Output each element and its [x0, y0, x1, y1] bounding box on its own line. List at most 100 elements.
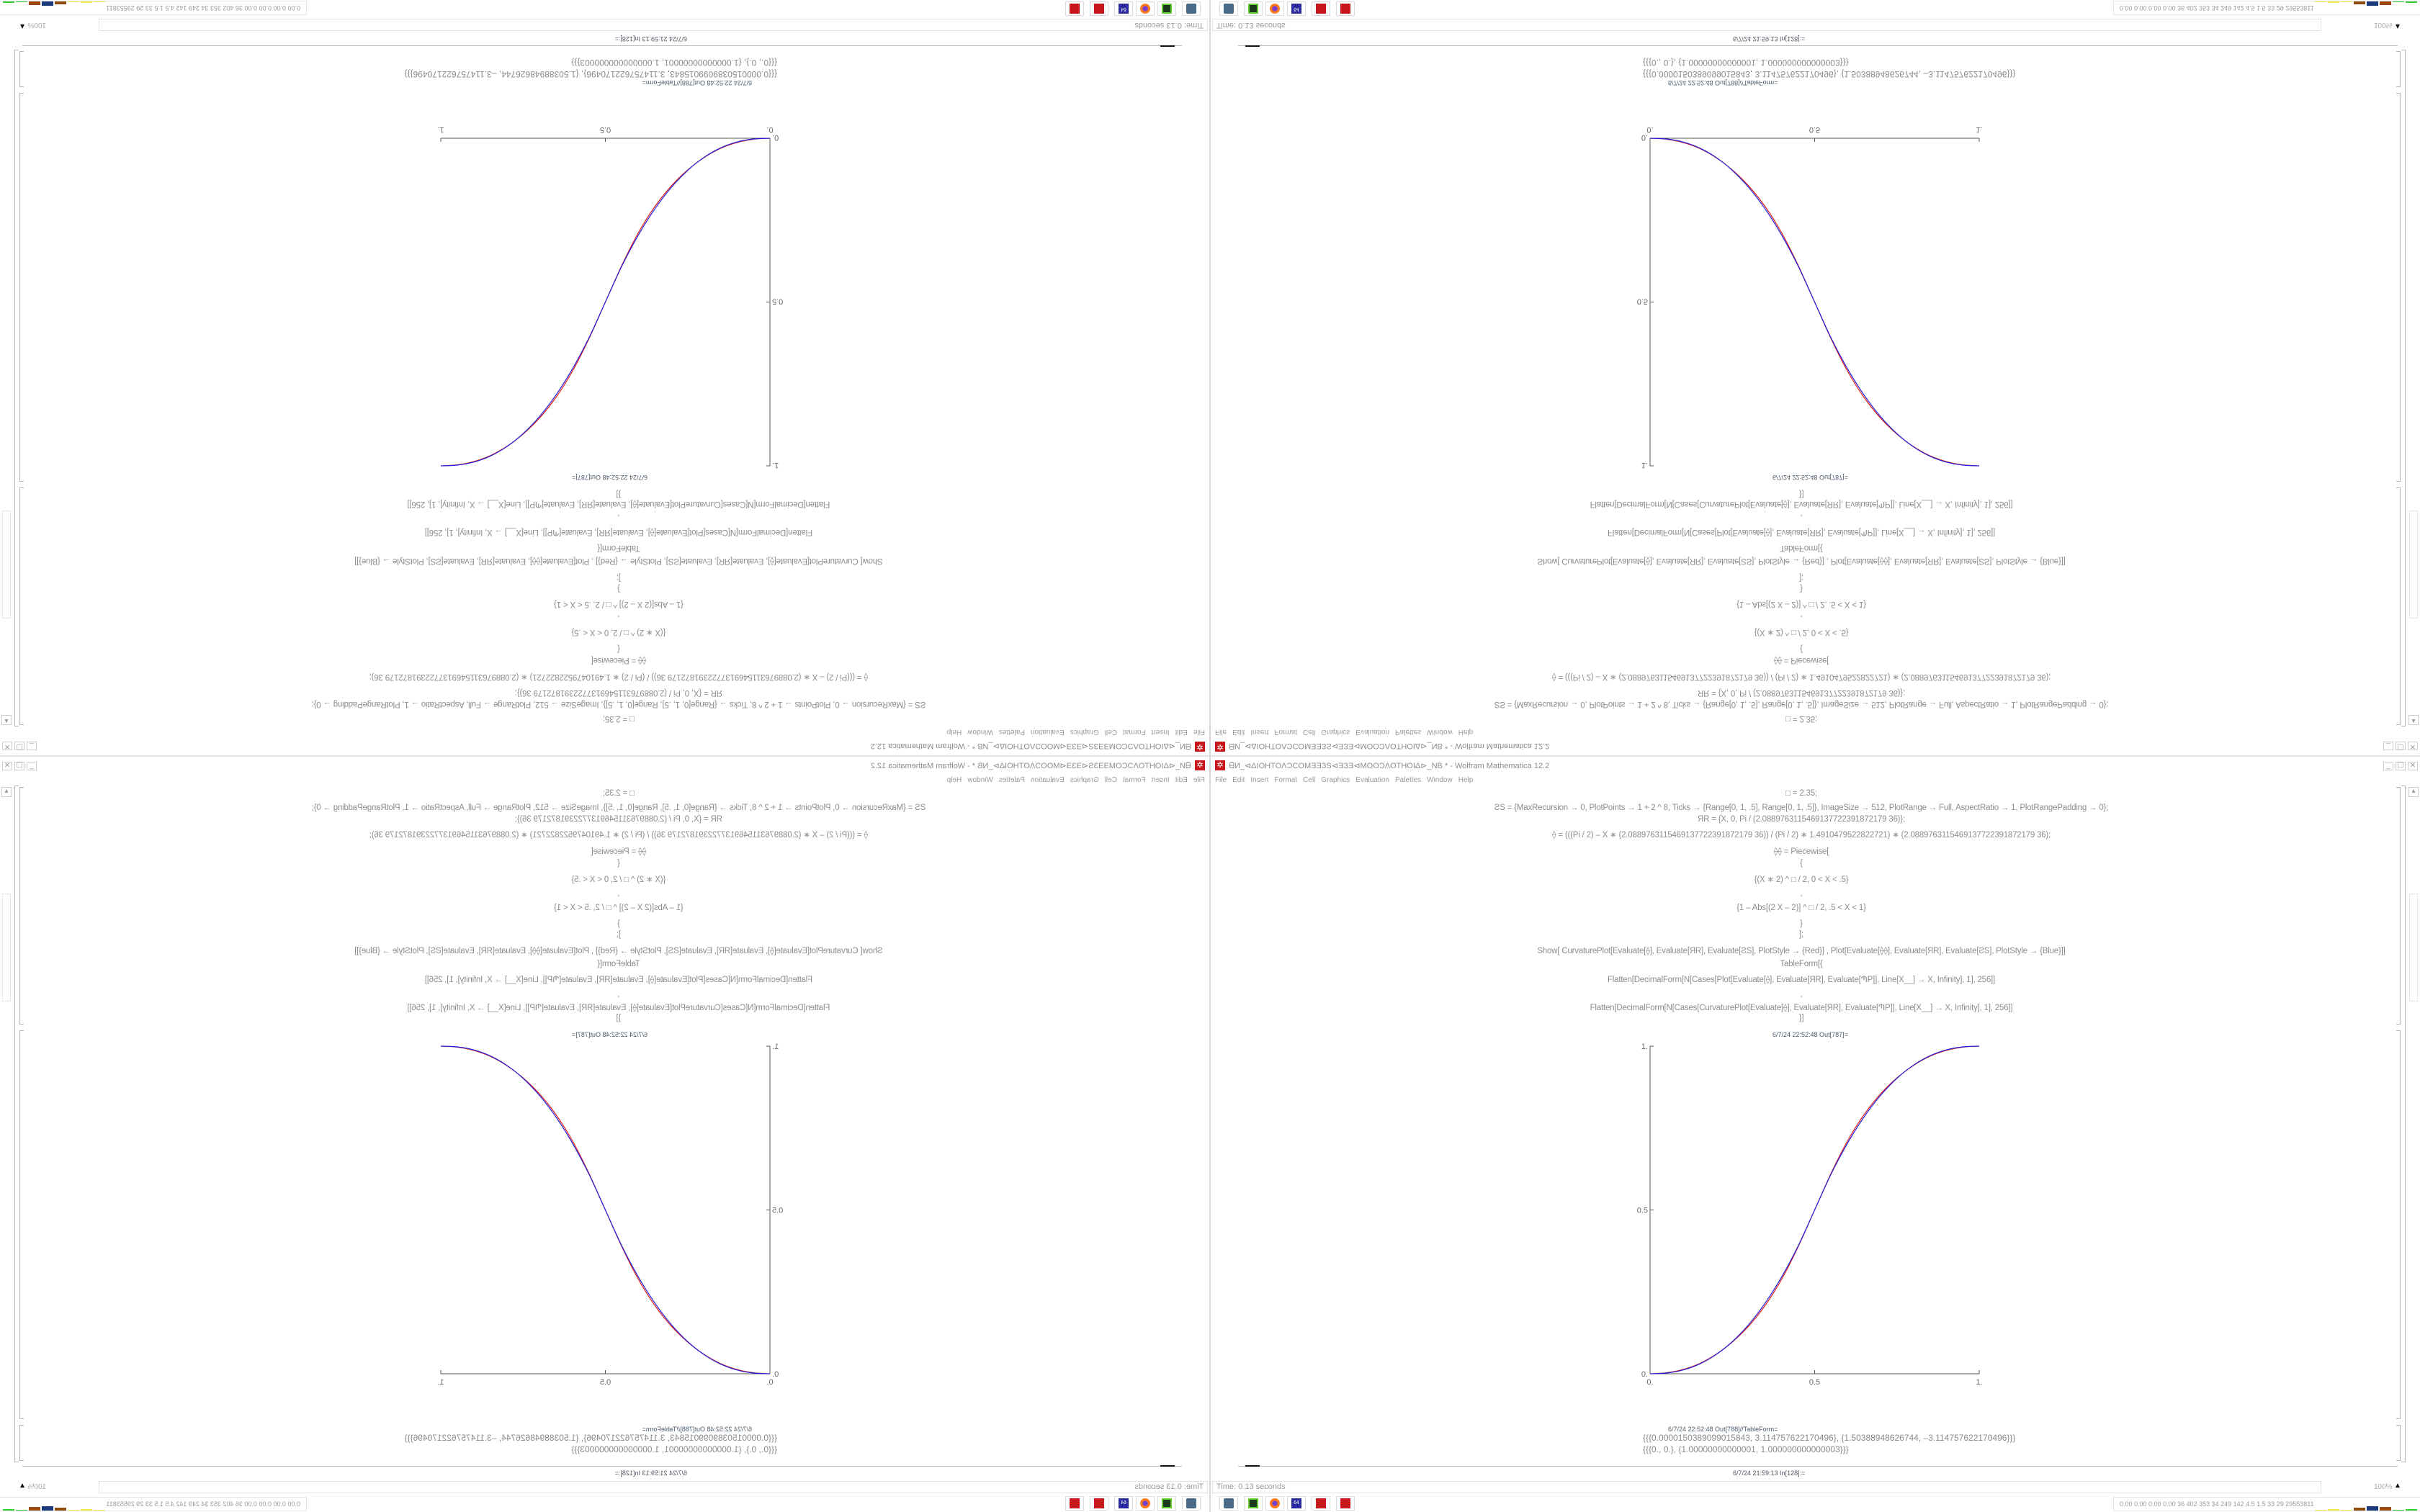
- menu-format[interactable]: Format: [1122, 776, 1146, 784]
- close-button[interactable]: ✕: [2408, 742, 2418, 750]
- cell-bracket[interactable]: [2396, 51, 2401, 87]
- menu-cell[interactable]: Cell: [1104, 728, 1117, 736]
- cell-bracket[interactable]: [19, 787, 24, 1025]
- mathematica-icon[interactable]: [1312, 1, 1330, 16]
- group-bracket[interactable]: [14, 50, 19, 726]
- cell-bracket[interactable]: [19, 1030, 24, 1419]
- mathematica-icon[interactable]: [1336, 1496, 1355, 1511]
- minimize-button[interactable]: _: [2383, 762, 2393, 770]
- group-bracket[interactable]: [14, 786, 19, 1462]
- cell-bracket[interactable]: [2396, 487, 2401, 725]
- menu-help[interactable]: Help: [946, 728, 962, 736]
- maximize-button[interactable]: ☐: [14, 742, 24, 750]
- menu-cell[interactable]: Cell: [1104, 776, 1117, 784]
- zoom-level[interactable]: 100%: [27, 1483, 46, 1491]
- menu-edit[interactable]: Edit: [1175, 776, 1188, 784]
- cell-bracket[interactable]: [2396, 93, 2401, 482]
- menu-insert[interactable]: Insert: [1250, 728, 1269, 736]
- maximize-button[interactable]: ☐: [14, 762, 24, 770]
- cell-bracket[interactable]: [2396, 1030, 2401, 1419]
- scroll-up-button[interactable]: ▴: [1, 787, 12, 797]
- scrollbar-thumb[interactable]: [2409, 894, 2418, 1002]
- menu-graphics[interactable]: Graphics: [1321, 776, 1350, 784]
- floppy-64-icon[interactable]: 64: [1287, 1, 1306, 16]
- terminal-icon[interactable]: [1244, 1, 1263, 16]
- group-bracket[interactable]: [2401, 50, 2406, 726]
- menu-help[interactable]: Help: [946, 776, 962, 784]
- mathematica-icon[interactable]: [1065, 1, 1084, 16]
- menu-palettes[interactable]: Palettes: [1395, 728, 1422, 736]
- plot-graphic[interactable]: 0. 0.5 1. 0. 0.5 1.: [417, 1041, 806, 1394]
- scroll-top-icon[interactable]: ▲: [19, 22, 26, 30]
- scroll-top-icon[interactable]: ▲: [2394, 22, 2401, 30]
- scrollbar-thumb[interactable]: [2409, 510, 2418, 618]
- cell-insertion-line[interactable]: [1238, 1466, 2398, 1467]
- firefox-icon[interactable]: [1265, 1496, 1284, 1511]
- close-button[interactable]: ✕: [2408, 762, 2418, 770]
- monitor-icon[interactable]: [1219, 1, 1238, 16]
- maximize-button[interactable]: ☐: [2396, 762, 2406, 770]
- menu-evaluation[interactable]: Evaluation: [1355, 728, 1389, 736]
- menu-graphics[interactable]: Graphics: [1070, 776, 1099, 784]
- cell-bracket[interactable]: [19, 51, 24, 87]
- close-button[interactable]: ✕: [2, 742, 12, 750]
- menu-palettes[interactable]: Palettes: [998, 776, 1025, 784]
- mathematica-icon[interactable]: [1312, 1496, 1330, 1511]
- monitor-icon[interactable]: [1182, 1, 1201, 16]
- menu-palettes[interactable]: Palettes: [1395, 776, 1422, 784]
- zoom-level[interactable]: 100%: [2374, 21, 2393, 29]
- menu-file[interactable]: File: [1193, 776, 1205, 784]
- menu-insert[interactable]: Insert: [1151, 728, 1170, 736]
- scrollbar-thumb[interactable]: [2, 510, 11, 618]
- terminal-icon[interactable]: [1157, 1496, 1176, 1511]
- menu-format[interactable]: Format: [1274, 776, 1298, 784]
- plot-graphic[interactable]: 0. 0.5 1. 0. 0.5 1.: [1614, 1041, 2003, 1394]
- floppy-64-icon[interactable]: 64: [1287, 1496, 1306, 1511]
- cell-insertion-line[interactable]: [22, 45, 1182, 46]
- plot-graphic[interactable]: 0. 0.5 1. 0. 0.5 1.: [1614, 118, 2003, 471]
- menu-graphics[interactable]: Graphics: [1070, 728, 1099, 736]
- menu-evaluation[interactable]: Evaluation: [1031, 728, 1065, 736]
- mathematica-icon[interactable]: [1090, 1496, 1108, 1511]
- menu-palettes[interactable]: Palettes: [998, 728, 1025, 736]
- monitor-icon[interactable]: [1219, 1496, 1238, 1511]
- menu-file[interactable]: File: [1215, 776, 1227, 784]
- scroll-up-button[interactable]: ▴: [2408, 787, 2419, 797]
- menu-edit[interactable]: Edit: [1232, 728, 1245, 736]
- menu-file[interactable]: File: [1193, 728, 1205, 736]
- scroll-top-icon[interactable]: ▲: [19, 1482, 26, 1490]
- mathematica-icon[interactable]: [1090, 1, 1108, 16]
- menu-cell[interactable]: Cell: [1303, 728, 1316, 736]
- plot-graphic[interactable]: 0. 0.5 1. 0. 0.5 1.: [417, 118, 806, 471]
- menu-window[interactable]: Window: [1427, 776, 1453, 784]
- maximize-button[interactable]: ☐: [2396, 742, 2406, 750]
- zoom-level[interactable]: 100%: [27, 21, 46, 29]
- menu-insert[interactable]: Insert: [1151, 776, 1170, 784]
- firefox-icon[interactable]: [1136, 1496, 1155, 1511]
- menu-help[interactable]: Help: [1458, 728, 1474, 736]
- menu-edit[interactable]: Edit: [1175, 728, 1188, 736]
- monitor-icon[interactable]: [1182, 1496, 1201, 1511]
- close-button[interactable]: ✕: [2, 762, 12, 770]
- cell-bracket[interactable]: [2396, 1425, 2401, 1461]
- cell-insertion-line[interactable]: [22, 1466, 1182, 1467]
- menu-format[interactable]: Format: [1122, 728, 1146, 736]
- scroll-up-button[interactable]: ▴: [1, 715, 12, 725]
- mathematica-icon[interactable]: [1336, 1, 1355, 16]
- cell-bracket[interactable]: [19, 1425, 24, 1461]
- scroll-top-icon[interactable]: ▲: [2394, 1482, 2401, 1490]
- mathematica-icon[interactable]: [1065, 1496, 1084, 1511]
- terminal-icon[interactable]: [1244, 1496, 1263, 1511]
- menu-edit[interactable]: Edit: [1232, 776, 1245, 784]
- menu-file[interactable]: File: [1215, 728, 1227, 736]
- scroll-up-button[interactable]: ▴: [2408, 715, 2419, 725]
- menu-help[interactable]: Help: [1458, 776, 1474, 784]
- cell-bracket[interactable]: [2396, 787, 2401, 1025]
- menu-window[interactable]: Window: [1427, 728, 1453, 736]
- floppy-64-icon[interactable]: 64: [1114, 1496, 1133, 1511]
- scrollbar-thumb[interactable]: [2, 894, 11, 1002]
- minimize-button[interactable]: _: [27, 742, 37, 750]
- menu-window[interactable]: Window: [967, 728, 993, 736]
- menu-format[interactable]: Format: [1274, 728, 1298, 736]
- cell-bracket[interactable]: [19, 487, 24, 725]
